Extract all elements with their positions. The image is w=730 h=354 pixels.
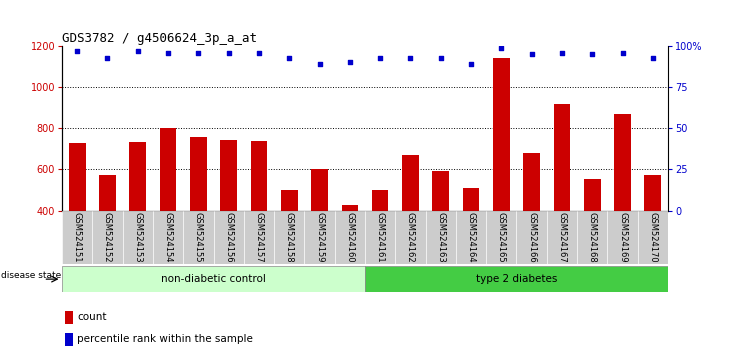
Text: percentile rank within the sample: percentile rank within the sample [77, 335, 253, 344]
Text: GSM524168: GSM524168 [588, 212, 596, 263]
Bar [402, 155, 419, 211]
Text: type 2 diabetes: type 2 diabetes [476, 274, 557, 284]
Text: GSM524156: GSM524156 [224, 212, 233, 263]
Bar [396, 211, 426, 264]
Bar [365, 266, 668, 292]
Bar [62, 211, 93, 264]
Point [586, 51, 598, 57]
Text: count: count [77, 312, 107, 322]
Text: GSM524153: GSM524153 [134, 212, 142, 263]
Bar [281, 190, 298, 211]
Text: GSM524158: GSM524158 [285, 212, 293, 263]
Bar [486, 211, 517, 264]
Bar [517, 211, 547, 264]
Text: disease state: disease state [1, 271, 61, 280]
Bar [607, 211, 638, 264]
Bar [638, 211, 668, 264]
Text: GSM524164: GSM524164 [466, 212, 475, 263]
Text: GSM524154: GSM524154 [164, 212, 172, 263]
Bar [99, 175, 116, 211]
Point [344, 59, 356, 65]
Bar [65, 333, 73, 346]
Bar [432, 171, 449, 211]
Bar [372, 190, 388, 211]
Bar [523, 153, 540, 211]
Text: GSM524167: GSM524167 [558, 212, 566, 263]
Text: GSM524170: GSM524170 [648, 212, 657, 263]
Point [647, 55, 658, 61]
Point [617, 50, 629, 56]
Text: GSM524162: GSM524162 [406, 212, 415, 263]
Point [556, 50, 568, 56]
Bar [250, 141, 267, 211]
Bar [220, 139, 237, 211]
Bar [304, 211, 335, 264]
Point [435, 55, 447, 61]
Text: GSM524163: GSM524163 [437, 212, 445, 263]
Bar [342, 205, 358, 211]
Text: GSM524160: GSM524160 [345, 212, 354, 263]
Text: GSM524169: GSM524169 [618, 212, 627, 263]
Bar [65, 311, 73, 324]
Text: GSM524155: GSM524155 [194, 212, 203, 263]
Point [283, 55, 295, 61]
Text: GSM524159: GSM524159 [315, 212, 324, 263]
Text: GSM524157: GSM524157 [255, 212, 264, 263]
Bar [365, 211, 396, 264]
Bar [426, 211, 456, 264]
Bar [129, 142, 146, 211]
Point [162, 50, 174, 56]
Text: GSM524152: GSM524152 [103, 212, 112, 263]
Bar [214, 211, 244, 264]
Bar [553, 104, 570, 211]
Bar [493, 58, 510, 211]
Point [404, 55, 416, 61]
Point [72, 48, 83, 54]
Bar [160, 128, 177, 211]
Point [465, 61, 477, 67]
Text: GSM524151: GSM524151 [73, 212, 82, 263]
Text: GSM524166: GSM524166 [527, 212, 536, 263]
Bar [274, 211, 304, 264]
Point [496, 45, 507, 51]
Bar [547, 211, 577, 264]
Point [253, 50, 265, 56]
Bar [463, 188, 480, 211]
Bar [244, 211, 274, 264]
Bar [153, 211, 183, 264]
Point [101, 55, 113, 61]
Bar [123, 211, 153, 264]
Bar [614, 114, 631, 211]
Point [526, 51, 537, 57]
Bar [69, 143, 85, 211]
Text: GDS3782 / g4506624_3p_a_at: GDS3782 / g4506624_3p_a_at [62, 32, 257, 45]
Point [193, 50, 204, 56]
Text: GSM524161: GSM524161 [376, 212, 385, 263]
Bar [584, 179, 601, 211]
Bar [190, 137, 207, 211]
Point [374, 55, 386, 61]
Text: non-diabetic control: non-diabetic control [161, 274, 266, 284]
Bar [335, 211, 365, 264]
Bar [93, 211, 123, 264]
Text: GSM524165: GSM524165 [497, 212, 506, 263]
Point [314, 61, 326, 67]
Bar [62, 266, 365, 292]
Bar [645, 175, 661, 211]
Bar [311, 170, 328, 211]
Bar [577, 211, 607, 264]
Point [223, 50, 234, 56]
Bar [456, 211, 486, 264]
Point [132, 48, 144, 54]
Bar [183, 211, 214, 264]
